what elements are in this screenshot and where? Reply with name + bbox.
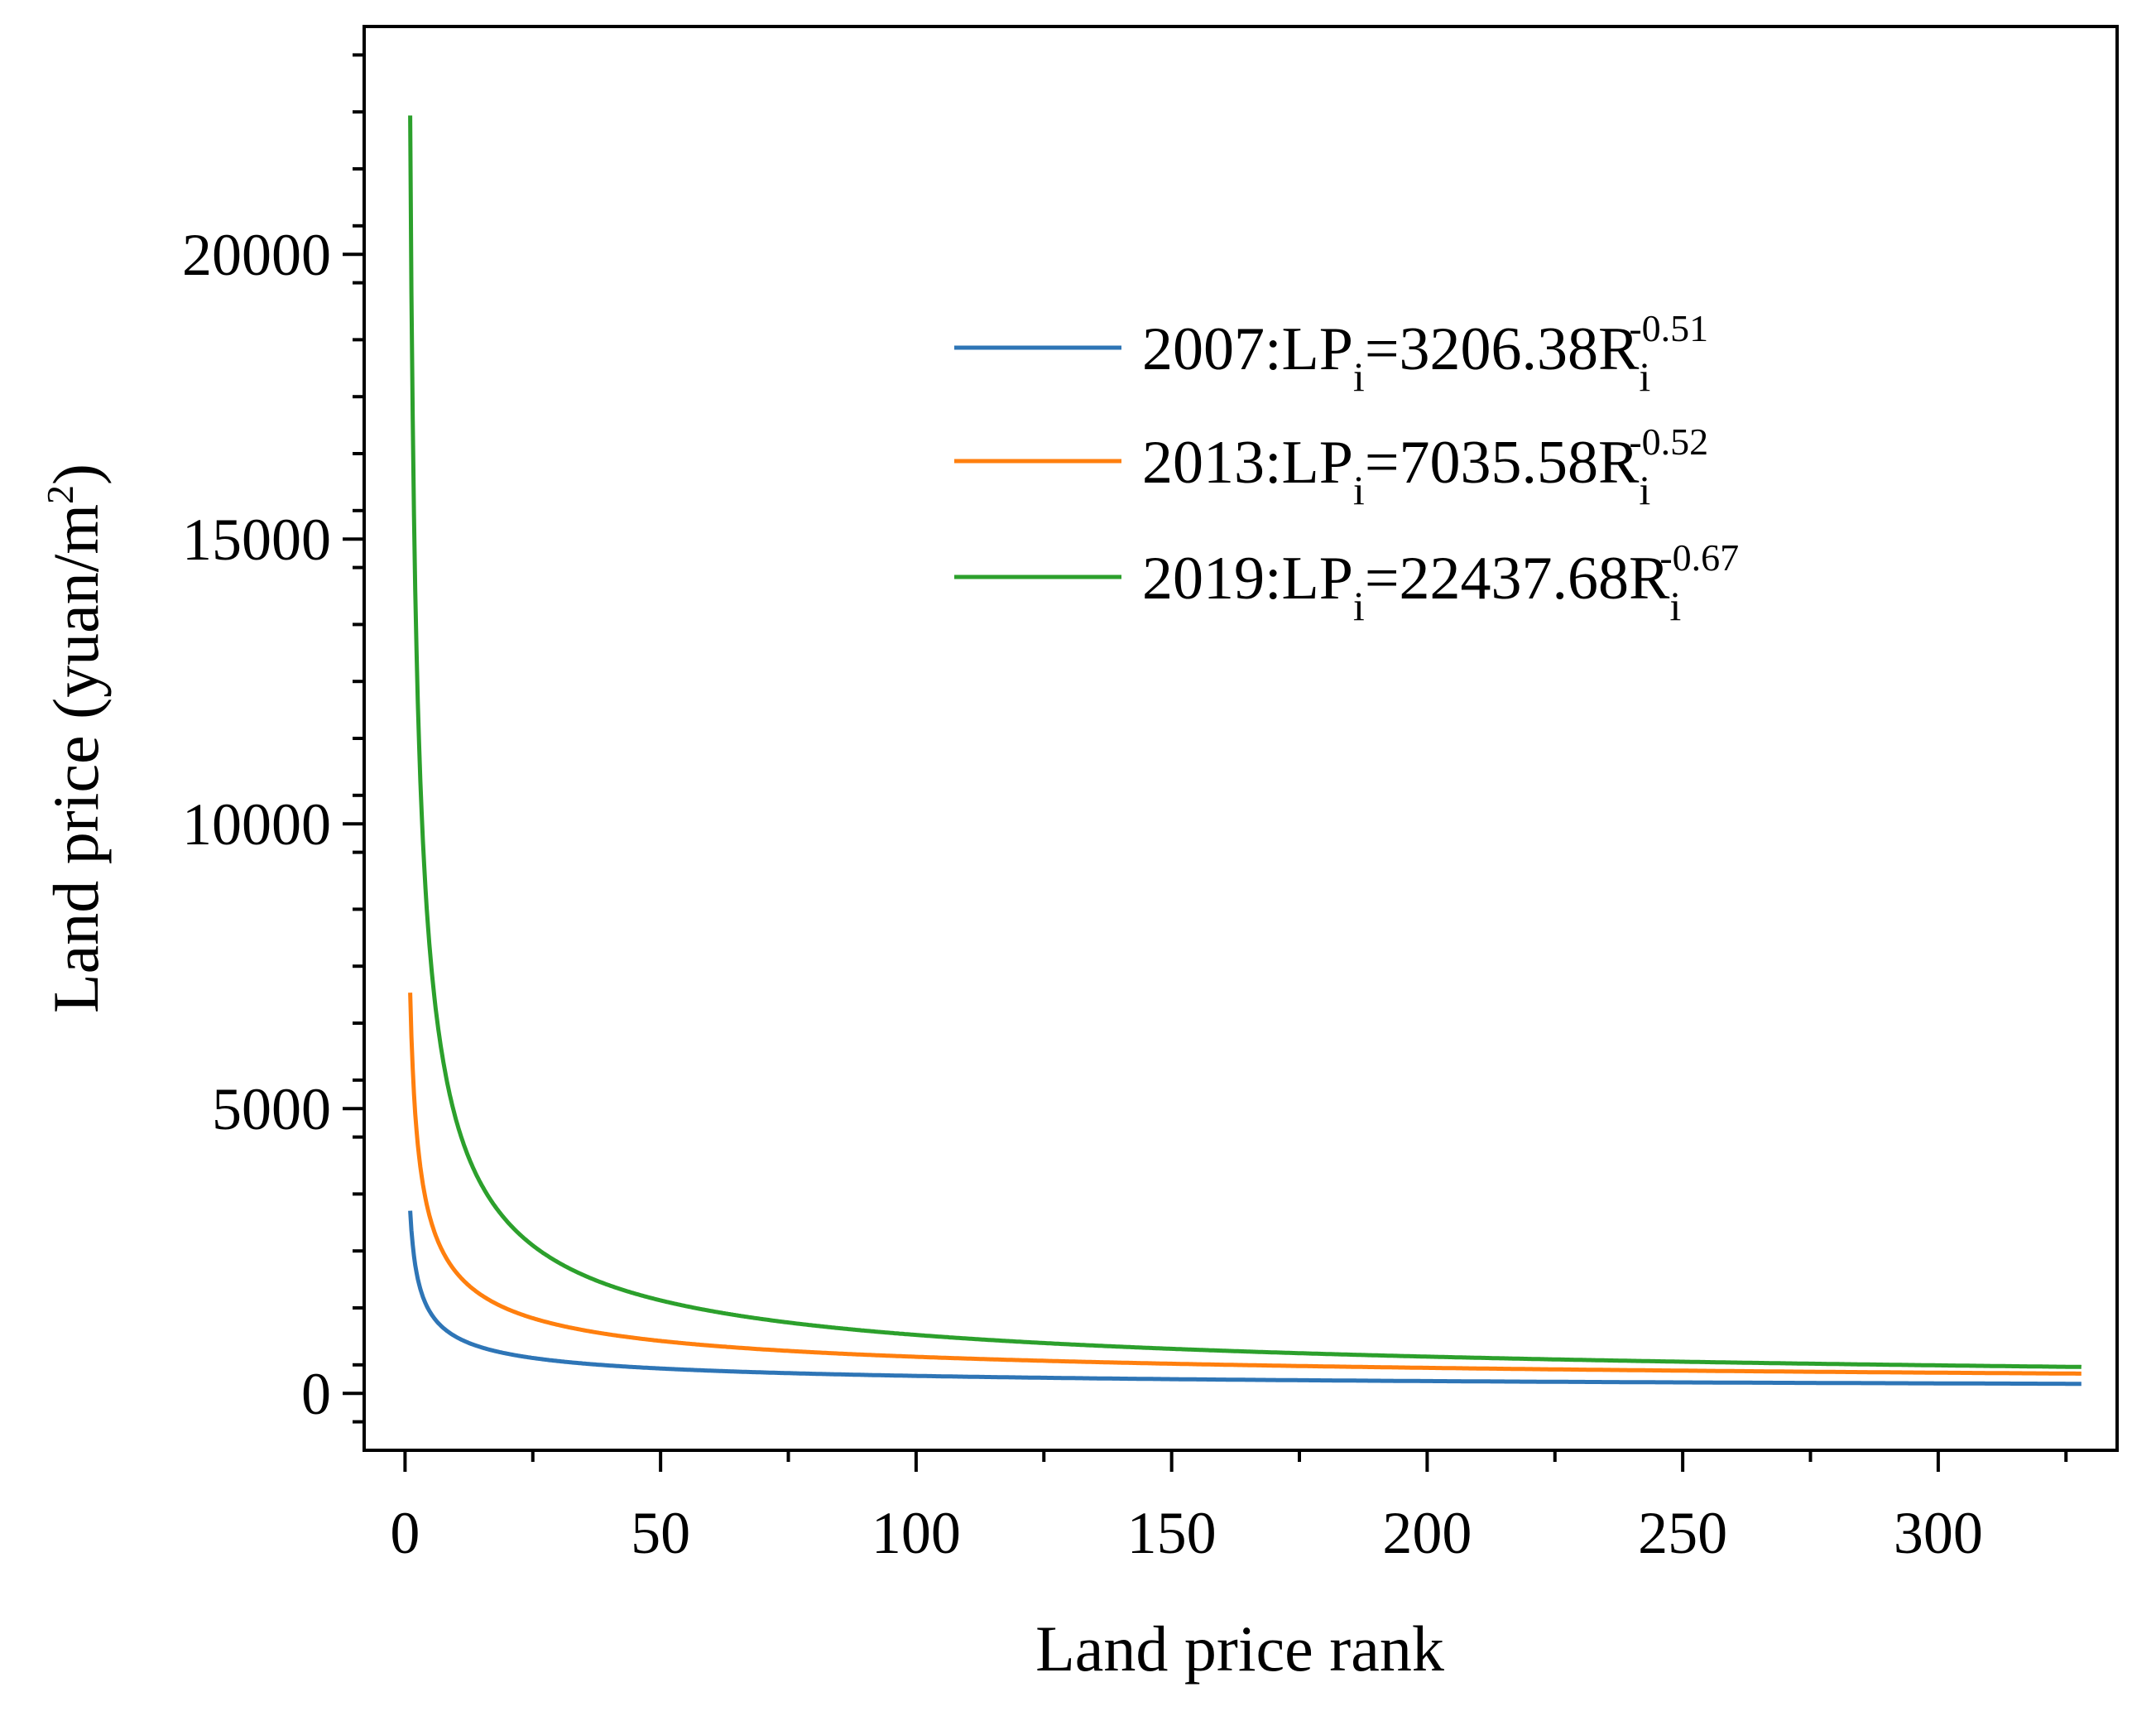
y-axis-title-end: )	[40, 464, 112, 485]
y-axis-title-main: Land price (yuan/m	[40, 504, 112, 1013]
y-axis-ticks: 0 5000 10000 15000 20000	[182, 53, 364, 1427]
y-tick-label: 10000	[182, 791, 331, 858]
series-line-2019	[408, 115, 2082, 1369]
y-axis-title: Land price (yuan/m2)	[39, 464, 112, 1013]
y-tick-label: 15000	[182, 507, 331, 573]
x-tick-label: 150	[1127, 1500, 1217, 1566]
y-tick-label: 20000	[182, 222, 331, 288]
x-tick-label: 250	[1638, 1500, 1727, 1566]
x-axis-ticks: 0 50 100 150 200 250 300	[390, 1450, 2068, 1566]
series-lines	[408, 115, 2082, 1387]
x-tick-label: 200	[1382, 1500, 1472, 1566]
legend-label-2007: 2007:LPi=3206.38Ri-0.51	[1142, 307, 1708, 400]
y-axis-title-sup: 2	[39, 485, 81, 504]
series-line-2007	[408, 1210, 2082, 1387]
plot-frame	[363, 25, 2119, 1452]
legend-label-2013: 2013:LPi=7035.58Ri-0.52	[1142, 421, 1708, 513]
x-tick-label: 100	[872, 1500, 961, 1566]
legend: 2007:LPi=3206.38Ri-0.51 2013:LPi=7035.58R…	[954, 307, 1739, 629]
legend-label-2019: 2019:LPi=22437.68Ri-0.67	[1142, 536, 1739, 629]
x-tick-label: 50	[631, 1500, 690, 1566]
series-line-2013	[408, 993, 2082, 1376]
x-tick-label: 300	[1894, 1500, 1983, 1566]
y-tick-label: 5000	[212, 1076, 331, 1142]
x-axis-title: Land price rank	[1035, 1613, 1444, 1685]
y-tick-label: 0	[301, 1361, 331, 1427]
x-tick-label: 0	[390, 1500, 420, 1566]
